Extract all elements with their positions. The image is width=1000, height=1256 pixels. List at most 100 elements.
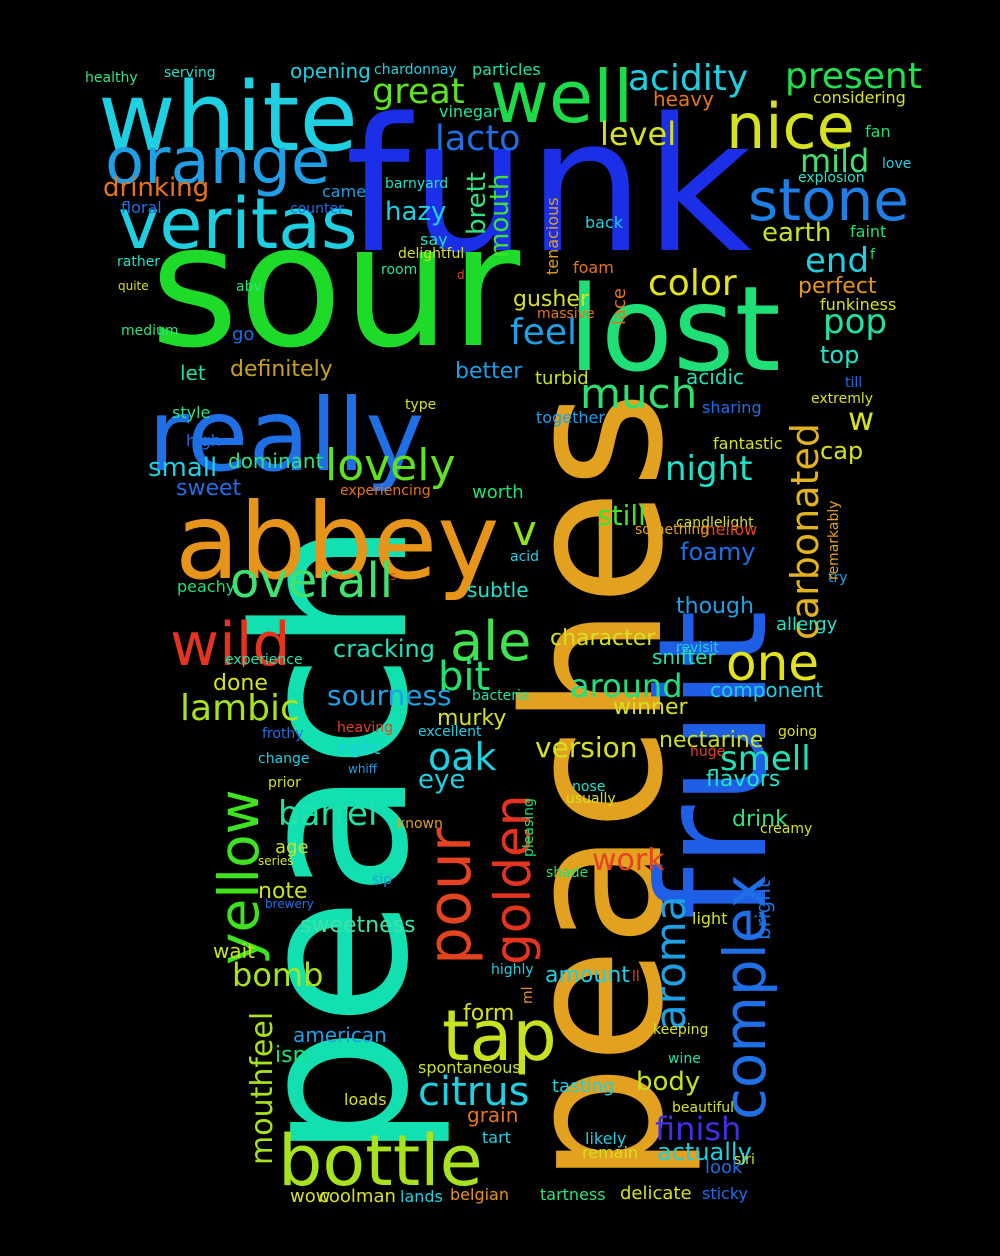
word-american: american xyxy=(293,1023,387,1047)
word-coolman: coolman xyxy=(319,1186,396,1207)
word-bottle: bottle xyxy=(278,1120,483,1202)
word-try: try xyxy=(828,570,848,586)
word-prior: prior xyxy=(268,775,301,791)
word-huge: huge xyxy=(690,744,725,760)
word-lovely: lovely xyxy=(325,440,456,491)
word-drink: drink xyxy=(732,807,788,832)
word-pour: pour xyxy=(415,827,485,965)
word-turbid: turbid xyxy=(535,368,589,389)
word-vinegar: vinegar xyxy=(439,102,500,121)
word-carbonated: carbonated xyxy=(783,423,827,640)
word-right: right xyxy=(338,738,380,759)
word-oak: oak xyxy=(428,735,497,779)
word-flavors: flavors xyxy=(706,767,780,792)
word-note: note xyxy=(258,879,308,904)
word-wait: wait xyxy=(213,939,255,963)
word-worth: worth xyxy=(472,482,524,503)
word-aroma: aroma xyxy=(646,896,695,1030)
word-high: high xyxy=(186,431,221,450)
word-though: though xyxy=(676,594,754,619)
word-wild: wild xyxy=(170,610,291,680)
word-character: character xyxy=(550,626,656,651)
word-siri: siri xyxy=(734,1152,755,1168)
word-body: body xyxy=(636,1067,700,1097)
word-style: style xyxy=(172,403,210,422)
word-light: light xyxy=(692,909,727,928)
word-w: w xyxy=(848,400,874,438)
word-lambic: lambic xyxy=(180,688,300,729)
word-definitely: definitely xyxy=(230,357,333,382)
word-chardonnay: chardonnay xyxy=(374,62,457,78)
word-tenacious: tenacious xyxy=(543,197,562,275)
word-lace: lace xyxy=(609,288,630,325)
word-earth: earth xyxy=(762,218,831,248)
word-barrel: barrel xyxy=(278,794,377,834)
word-sweet: sweet xyxy=(176,476,242,501)
word-quite: quite xyxy=(118,279,149,293)
word-funkiness: funkiness xyxy=(820,295,896,314)
word-loads: loads xyxy=(344,1090,387,1109)
word-tap: tap xyxy=(442,995,557,1077)
word-say: say xyxy=(420,230,448,249)
word-ml: ml xyxy=(520,986,536,1004)
word-heaving: heaving xyxy=(337,720,393,736)
word-white: white xyxy=(98,63,358,173)
word-peachy: peachy xyxy=(177,577,235,596)
word-brewery: brewery xyxy=(265,897,314,911)
word-murky: murky xyxy=(437,706,506,731)
word-ll: ll xyxy=(632,969,640,985)
word-end: end xyxy=(805,241,869,281)
word-allergy: allergy xyxy=(776,614,838,635)
word-present: present xyxy=(785,56,922,97)
word-pleasing: pleasing xyxy=(521,798,537,857)
word-lost: lost xyxy=(568,260,781,398)
word-whiff: whiff xyxy=(348,762,378,776)
word-small: small xyxy=(148,453,217,483)
word-spontaneous: spontaneous xyxy=(418,1058,521,1077)
word-tart: tart xyxy=(482,1128,511,1147)
word-done: done xyxy=(213,671,268,696)
word-till: till xyxy=(845,375,862,391)
word-night: night xyxy=(665,449,752,489)
word-sourness: sourness xyxy=(327,679,452,712)
word-shade: shade xyxy=(546,865,588,881)
word-funk: funk xyxy=(345,78,752,294)
word-heavy: heavy xyxy=(653,87,714,111)
word-peach: peach xyxy=(210,520,455,1160)
word-back: back xyxy=(585,213,624,232)
word-highly: highly xyxy=(491,962,534,978)
word-drinking: drinking xyxy=(103,173,209,203)
word-let: let xyxy=(180,361,206,385)
word-excellent: excellent xyxy=(418,724,482,740)
word-work: work xyxy=(592,843,665,878)
word-finish: finish xyxy=(655,1110,741,1148)
word-snifter: snifter xyxy=(652,645,716,669)
word-peaches: peaches xyxy=(484,390,705,1185)
word-dominant: dominant xyxy=(228,449,324,473)
word-one: one xyxy=(726,634,819,692)
word-wine: wine xyxy=(668,1051,701,1067)
word-form: form xyxy=(463,1001,514,1026)
word-cracking: cracking xyxy=(333,635,435,663)
word-amount: amount xyxy=(545,963,630,988)
word-fan: fan xyxy=(865,122,891,141)
word-smell: smell xyxy=(720,739,811,779)
word-frothy: frothy xyxy=(262,726,304,742)
word-serving: serving xyxy=(164,65,216,81)
word-bomb: bomb xyxy=(232,956,323,994)
word-really: really xyxy=(148,377,424,494)
word-bright: bright xyxy=(751,880,775,940)
word-top: top xyxy=(820,341,859,369)
word-delicate: delicate xyxy=(620,1183,692,1204)
word-creamy: creamy xyxy=(760,821,812,837)
word-sip: sip xyxy=(372,872,392,888)
word-sticky: sticky xyxy=(702,1184,748,1203)
word-tasting: tasting xyxy=(552,1076,614,1097)
word-v: v xyxy=(512,506,537,555)
word-belgian: belgian xyxy=(450,1185,509,1204)
word-came: came xyxy=(322,182,366,201)
word-color: color xyxy=(648,263,737,304)
word-tartness: tartness xyxy=(540,1185,606,1204)
word-remain: remain xyxy=(582,1143,638,1162)
word-version: version xyxy=(535,731,638,764)
